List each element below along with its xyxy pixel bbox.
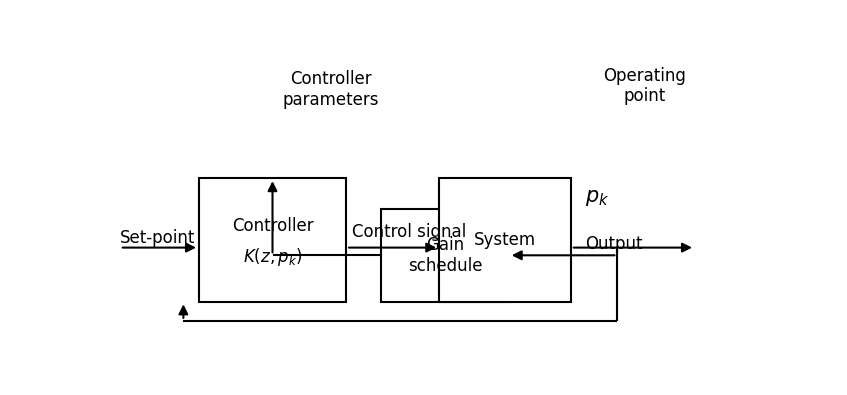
Text: $p_k$: $p_k$ (584, 188, 609, 207)
Text: Control signal: Control signal (352, 223, 466, 241)
Text: Operating
point: Operating point (603, 67, 686, 105)
Bar (199, 178, 346, 301)
Text: Gain
schedule: Gain schedule (407, 236, 482, 275)
Bar (381, 209, 509, 301)
Text: $K(z,p_k)$: $K(z,p_k)$ (243, 246, 302, 268)
Text: Set-point: Set-point (119, 229, 195, 247)
Text: Output: Output (584, 235, 642, 253)
Text: Controller: Controller (232, 217, 313, 235)
Text: System: System (474, 231, 536, 249)
Bar (439, 178, 571, 301)
Text: Controller
parameters: Controller parameters (282, 70, 379, 109)
